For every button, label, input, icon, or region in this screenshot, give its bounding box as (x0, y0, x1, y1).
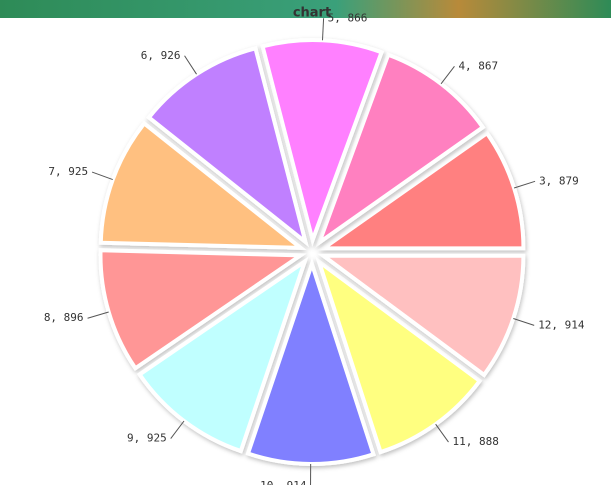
slice-label: 3, 879 (539, 174, 579, 187)
leader-line (513, 318, 534, 325)
slice-label: 10, 914 (260, 479, 307, 485)
slice-label: 7, 925 (48, 165, 88, 178)
slice-label: 8, 896 (44, 311, 84, 324)
leader-line (436, 424, 449, 442)
leader-line (323, 18, 324, 40)
leader-line (185, 56, 197, 74)
leader-line (514, 181, 535, 188)
leader-line (441, 66, 454, 83)
leader-line (88, 312, 109, 318)
leader-line (171, 421, 184, 439)
slice-label: 11, 888 (452, 435, 498, 448)
slice-label: 4, 867 (458, 59, 498, 72)
slice-label: 5, 866 (328, 11, 368, 24)
leader-line (92, 172, 113, 180)
slice-label: 9, 925 (127, 432, 167, 445)
chart-title: chart (293, 6, 331, 21)
slice-label: 12, 914 (538, 318, 585, 331)
chart: chart 3, 879 4, 867 5, 866 6, 926 7, 925 8, 8… (0, 0, 611, 485)
slice-label: 6, 926 (141, 49, 181, 62)
